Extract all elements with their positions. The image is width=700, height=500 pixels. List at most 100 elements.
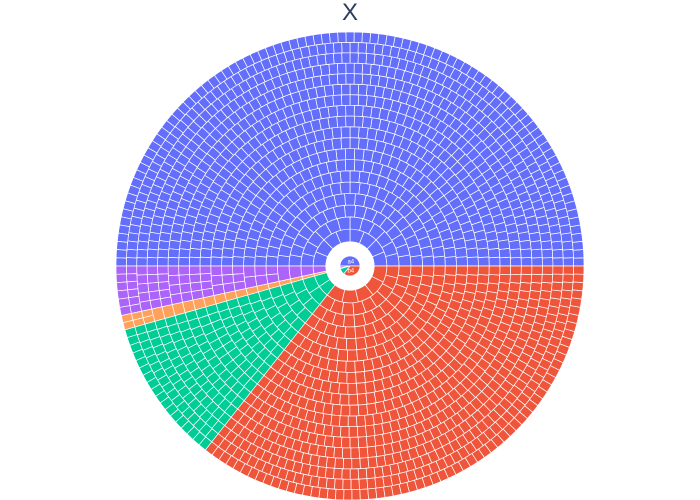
sunburst-segment[interactable] <box>541 265 554 275</box>
sunburst-segment[interactable] <box>362 105 373 118</box>
sunburst-segment[interactable] <box>335 337 348 351</box>
sunburst-segment[interactable] <box>357 83 368 96</box>
sunburst-segment[interactable] <box>353 115 364 128</box>
sunburst-segment[interactable] <box>359 488 369 500</box>
sunburst-segment[interactable] <box>254 255 267 267</box>
sunburst-segment[interactable] <box>333 467 343 480</box>
sunburst-segment[interactable] <box>562 265 575 275</box>
sunburst-segment[interactable] <box>340 426 350 438</box>
sunburst-segment[interactable] <box>353 104 364 117</box>
sunburst-segment[interactable] <box>357 467 368 480</box>
sunburst-segment[interactable] <box>520 256 533 267</box>
sunburst-segment[interactable] <box>136 257 148 267</box>
sunburst-segment[interactable] <box>328 31 339 44</box>
sunburst-segment[interactable] <box>561 281 574 292</box>
sunburst-segment[interactable] <box>126 280 139 291</box>
sunburst-segment[interactable] <box>455 256 468 267</box>
sunburst-segment[interactable] <box>322 424 334 437</box>
sunburst-segment[interactable] <box>136 248 149 259</box>
sunburst-segment[interactable] <box>330 392 341 406</box>
sunburst-segment[interactable] <box>487 274 501 285</box>
sunburst-segment[interactable] <box>356 425 367 438</box>
sunburst-segment[interactable] <box>336 62 347 75</box>
sunburst-segment[interactable] <box>210 265 223 277</box>
sunburst-segment[interactable] <box>346 371 357 384</box>
sunburst-segment[interactable] <box>189 239 203 250</box>
sunburst-segment[interactable] <box>552 257 564 267</box>
sunburst-segment[interactable] <box>243 256 256 267</box>
sunburst-segment[interactable] <box>127 232 140 243</box>
sunburst-segment[interactable] <box>377 33 388 46</box>
sunburst-segment[interactable] <box>366 477 377 490</box>
sunburst-segment[interactable] <box>126 248 138 259</box>
sunburst-segment[interactable] <box>157 257 169 267</box>
sunburst-segment[interactable] <box>199 247 213 259</box>
sunburst-segment[interactable] <box>331 403 342 417</box>
sunburst-segment[interactable] <box>116 232 129 243</box>
sunburst-segment[interactable] <box>343 204 357 218</box>
sunburst-segment[interactable] <box>497 281 511 293</box>
sunburst-segment[interactable] <box>362 149 374 163</box>
sunburst-segment[interactable] <box>178 274 191 285</box>
sunburst-segment[interactable] <box>342 478 352 491</box>
sunburst-segment[interactable] <box>488 256 501 267</box>
sunburst-segment[interactable] <box>348 393 359 406</box>
sunburst-segment[interactable] <box>477 265 490 276</box>
sunburst-segment[interactable] <box>125 265 138 275</box>
sunburst-segment[interactable] <box>499 256 512 267</box>
sunburst-segment[interactable] <box>341 302 355 316</box>
sunburst-segment[interactable] <box>344 148 356 161</box>
sunburst-segment[interactable] <box>349 170 361 183</box>
sunburst-segment[interactable] <box>345 73 355 85</box>
sunburst-segment[interactable] <box>350 478 360 491</box>
sunburst-segment[interactable] <box>345 337 358 351</box>
sunburst-segment[interactable] <box>551 281 564 292</box>
sunburst-segment[interactable] <box>343 314 356 328</box>
sunburst-segment[interactable] <box>342 457 353 470</box>
sunburst-segment[interactable] <box>323 435 335 448</box>
sunburst-segment[interactable] <box>510 265 522 276</box>
sunburst-segment[interactable] <box>361 73 372 86</box>
sunburst-segment[interactable] <box>329 381 340 395</box>
sunburst-segment[interactable] <box>335 488 345 500</box>
sunburst-segment[interactable] <box>520 273 533 284</box>
sunburst-segment[interactable] <box>520 265 533 276</box>
sunburst-segment[interactable] <box>499 265 512 276</box>
sunburst-segment[interactable] <box>572 249 585 259</box>
sunburst-segment[interactable] <box>147 240 160 251</box>
sunburst-segment[interactable] <box>421 255 435 267</box>
sunburst-segment[interactable] <box>211 238 225 250</box>
sunburst-segment[interactable] <box>373 43 384 56</box>
sunburst-segment[interactable] <box>277 254 291 267</box>
sunburst-segment[interactable] <box>339 393 350 406</box>
sunburst-segment[interactable] <box>455 265 468 276</box>
sunburst-segment[interactable] <box>146 273 159 284</box>
sunburst-segment[interactable] <box>369 63 381 77</box>
sunburst-segment[interactable] <box>146 265 159 276</box>
sunburst-segment[interactable] <box>444 265 457 276</box>
sunburst-segment[interactable] <box>345 31 355 43</box>
sunburst-segment[interactable] <box>189 247 202 259</box>
sunburst-segment[interactable] <box>199 265 212 275</box>
sunburst-segment[interactable] <box>562 273 574 284</box>
sunburst-segment[interactable] <box>349 404 360 417</box>
sunburst-segment[interactable] <box>317 455 328 468</box>
sunburst-segment[interactable] <box>488 265 501 276</box>
sunburst-segment[interactable] <box>361 116 373 129</box>
sunburst-segment[interactable] <box>353 148 365 161</box>
sunburst-segment[interactable] <box>116 281 128 292</box>
sunburst-segment[interactable] <box>421 265 435 277</box>
sunburst-segment[interactable] <box>136 274 149 285</box>
sunburst-segment[interactable] <box>344 193 356 206</box>
sunburst-segment[interactable] <box>340 126 351 139</box>
sunburst-segment[interactable] <box>349 181 361 195</box>
sunburst-segment[interactable] <box>353 62 364 75</box>
sunburst-segment[interactable] <box>540 281 553 293</box>
sunburst-segment[interactable] <box>347 415 358 428</box>
sunburst-segment[interactable] <box>351 457 361 470</box>
sunburst-segment[interactable] <box>347 382 358 395</box>
sunburst-segment[interactable] <box>349 137 360 150</box>
sunburst-segment[interactable] <box>475 282 489 294</box>
sunburst-segment[interactable] <box>539 289 552 301</box>
sunburst-segment[interactable] <box>326 488 337 500</box>
